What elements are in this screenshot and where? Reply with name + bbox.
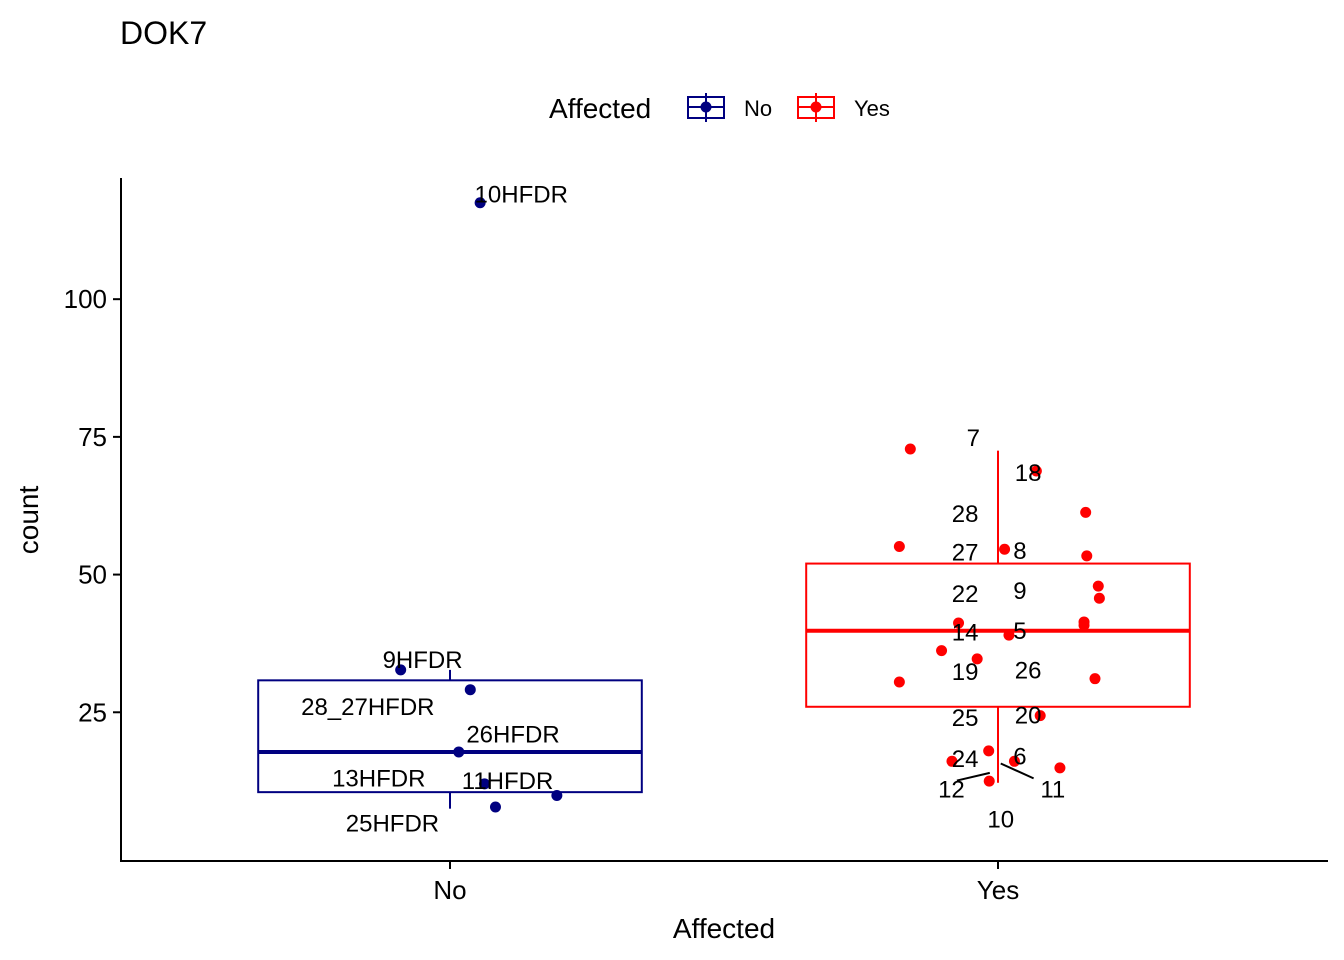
point-label-yes-5: 22: [952, 581, 979, 608]
point-yes-0: [904, 443, 916, 455]
point-label-yes-8: 5: [1013, 618, 1026, 645]
point-yes-18: [1008, 755, 1020, 767]
point-label-yes-10: 26: [1015, 657, 1042, 684]
x-axis-title: Affected: [673, 913, 775, 944]
point-label-yes-4: 8: [1013, 538, 1026, 565]
point-yes-6: [1093, 592, 1105, 604]
point-yes-10: [1003, 629, 1015, 641]
point-label-no-1: 28_27HFDR: [301, 694, 434, 721]
point-yes-13: [893, 676, 905, 688]
point-yes-7: [953, 617, 965, 629]
point-no-4: [479, 778, 491, 790]
legend: Affected No Yes: [549, 93, 890, 124]
legend-label-yes: Yes: [854, 96, 890, 121]
point-yes-14: [1089, 673, 1101, 685]
point-yes-1: [1080, 506, 1092, 518]
point-no-0: [395, 664, 407, 676]
axes: 25 50 75 100 No Yes: [64, 284, 1020, 905]
point-label-yes-11: 25: [952, 705, 979, 732]
x-tick-label-yes: Yes: [977, 875, 1019, 905]
legend-key-yes: [797, 93, 835, 122]
point-label-yes-16: 11: [1040, 776, 1065, 803]
point-no-2: [474, 197, 486, 209]
point-yes-21: [1030, 465, 1042, 477]
box-no: [257, 679, 643, 794]
point-label-yes-15: 12: [938, 776, 965, 803]
point-label-yes-2: 28: [952, 501, 979, 528]
label-connector-0: [956, 771, 991, 782]
point-label-yes-13: 24: [952, 746, 979, 773]
point-yes-3: [999, 543, 1011, 555]
x-tick-label-no: No: [433, 875, 466, 905]
point-label-yes-6: 9: [1013, 578, 1026, 605]
point-no-5: [551, 789, 563, 801]
legend-key-no: [687, 93, 725, 122]
point-yes-2: [893, 540, 905, 552]
point-label-yes-14: 6: [1013, 743, 1026, 770]
point-yes-17: [946, 755, 958, 767]
point-label-yes-7: 14: [952, 619, 979, 646]
point-label-no-5: 11HFDR: [462, 768, 554, 795]
point-yes-19: [1054, 762, 1066, 774]
chart-title: DOK7: [120, 15, 207, 51]
legend-label-no: No: [744, 96, 772, 121]
y-tick-label-100: 100: [64, 284, 107, 314]
point-label-yes-9: 19: [952, 659, 979, 686]
point-label-yes-1: 18: [1015, 460, 1042, 487]
point-yes-12: [971, 653, 983, 665]
point-yes-5: [1092, 580, 1104, 592]
point-yes-15: [1034, 710, 1046, 722]
label-connector-1: [1000, 762, 1035, 780]
point-label-yes-3: 27: [952, 540, 979, 567]
point-label-no-2: 10HFDR: [475, 182, 568, 209]
plot-area: 9HFDR 28_27HFDR 10HFDR 26HFDR 13HFDR 11HFDR 25…: [257, 182, 1191, 838]
point-no-1: [464, 684, 476, 696]
point-label-yes-17: 10: [987, 807, 1014, 834]
point-label-no-6: 25HFDR: [346, 811, 439, 838]
y-axis-title: count: [13, 486, 44, 555]
point-yes-9: [1078, 616, 1090, 628]
box-yes: [805, 562, 1191, 708]
legend-title: Affected: [549, 93, 651, 124]
point-no-6: [489, 801, 501, 813]
y-tick-label-75: 75: [78, 422, 107, 452]
point-yes-4: [1081, 550, 1093, 562]
point-yes-16: [983, 745, 995, 757]
point-label-no-3: 26HFDR: [466, 721, 559, 748]
point-label-no-4: 13HFDR: [332, 765, 425, 792]
point-yes-20: [983, 775, 995, 787]
point-label-yes-0: 7: [967, 425, 980, 452]
point-label-no-0: 9HFDR: [383, 647, 463, 674]
y-tick-label-50: 50: [78, 560, 107, 590]
y-tick-label-25: 25: [78, 697, 107, 727]
point-yes-11: [936, 645, 948, 657]
point-no-3: [453, 746, 465, 758]
point-label-yes-12: 20: [1015, 703, 1042, 730]
